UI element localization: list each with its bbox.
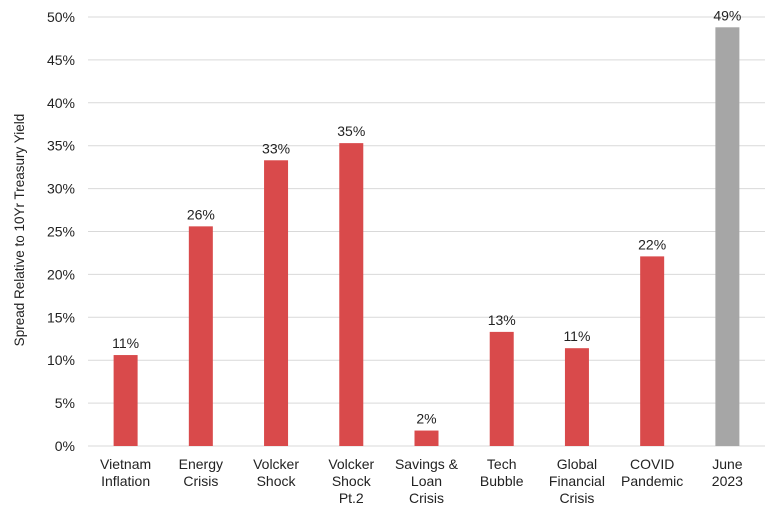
category-label: Global Financial Crisis [549, 456, 605, 506]
y-tick-label: 15% [47, 309, 75, 325]
bar [414, 430, 439, 446]
category-label: June 2023 [712, 456, 743, 489]
bar [188, 226, 213, 446]
category-label-line: Volcker [253, 456, 299, 472]
category-label: Tech Bubble [480, 456, 524, 489]
category-label-line: Crisis [183, 473, 218, 489]
category-label-line: Energy [179, 456, 223, 472]
y-tick-label: 5% [55, 395, 75, 411]
data-label: 13% [488, 312, 516, 328]
bar [640, 256, 665, 446]
category-label-line: Volcker [328, 456, 374, 472]
category-label: Vietnam Inflation [100, 456, 151, 489]
category-label-line: Savings & [395, 456, 459, 472]
bar [489, 331, 514, 446]
bars [113, 27, 740, 447]
data-labels: 11% 26% 33% 35% 2% 13% 11% 22% 49% [112, 7, 741, 426]
category-label-line: Crisis [559, 490, 594, 506]
category-label: Energy Crisis [179, 456, 223, 489]
category-label-line: Loan [411, 473, 442, 489]
category-label: COVID Pandemic [621, 456, 683, 489]
category-label-line: Pandemic [621, 473, 683, 489]
y-tick-label: 35% [47, 138, 75, 154]
category-label: Volcker Shock Pt.2 [328, 456, 374, 506]
category-label-line: Tech [487, 456, 517, 472]
bar [339, 143, 364, 446]
category-label: Savings & Loan Crisis [395, 456, 459, 506]
y-tick-label: 45% [47, 52, 75, 68]
bar [715, 27, 740, 447]
data-label: 11% [563, 328, 590, 344]
category-label-line: Financial [549, 473, 605, 489]
data-label: 22% [638, 236, 666, 252]
category-label-line: COVID [630, 456, 674, 472]
data-label: 33% [262, 140, 290, 156]
y-tick-label: 0% [55, 438, 75, 454]
category-label-line: Inflation [101, 473, 150, 489]
y-tick-label: 50% [47, 9, 75, 25]
category-label-line: Shock [332, 473, 372, 489]
category-label-line: Crisis [409, 490, 444, 506]
data-label: 26% [187, 206, 215, 222]
y-tick-label: 25% [47, 224, 75, 240]
category-label-line: June [712, 456, 743, 472]
category-label-line: Global [557, 456, 597, 472]
category-label-line: Bubble [480, 473, 524, 489]
data-label: 49% [713, 7, 741, 23]
category-label-line: Pt.2 [339, 490, 364, 506]
category-label-line: 2023 [712, 473, 743, 489]
category-label-line: Shock [257, 473, 297, 489]
category-label-line: Vietnam [100, 456, 151, 472]
y-axis-ticks: 0% 5% 10% 15% 20% 25% 30% 35% 40% 45% 50% [47, 9, 75, 454]
category-label: Volcker Shock [253, 456, 299, 489]
y-tick-label: 30% [47, 181, 75, 197]
bar [264, 160, 289, 446]
data-label: 11% [112, 335, 139, 351]
y-tick-label: 20% [47, 266, 75, 282]
data-label: 2% [416, 411, 436, 427]
bar [113, 355, 138, 446]
data-label: 35% [337, 123, 365, 139]
y-axis-label: Spread Relative to 10Yr Treasury Yield [12, 114, 27, 347]
y-tick-label: 40% [47, 95, 75, 111]
bar [564, 348, 589, 446]
y-tick-label: 10% [47, 352, 75, 368]
